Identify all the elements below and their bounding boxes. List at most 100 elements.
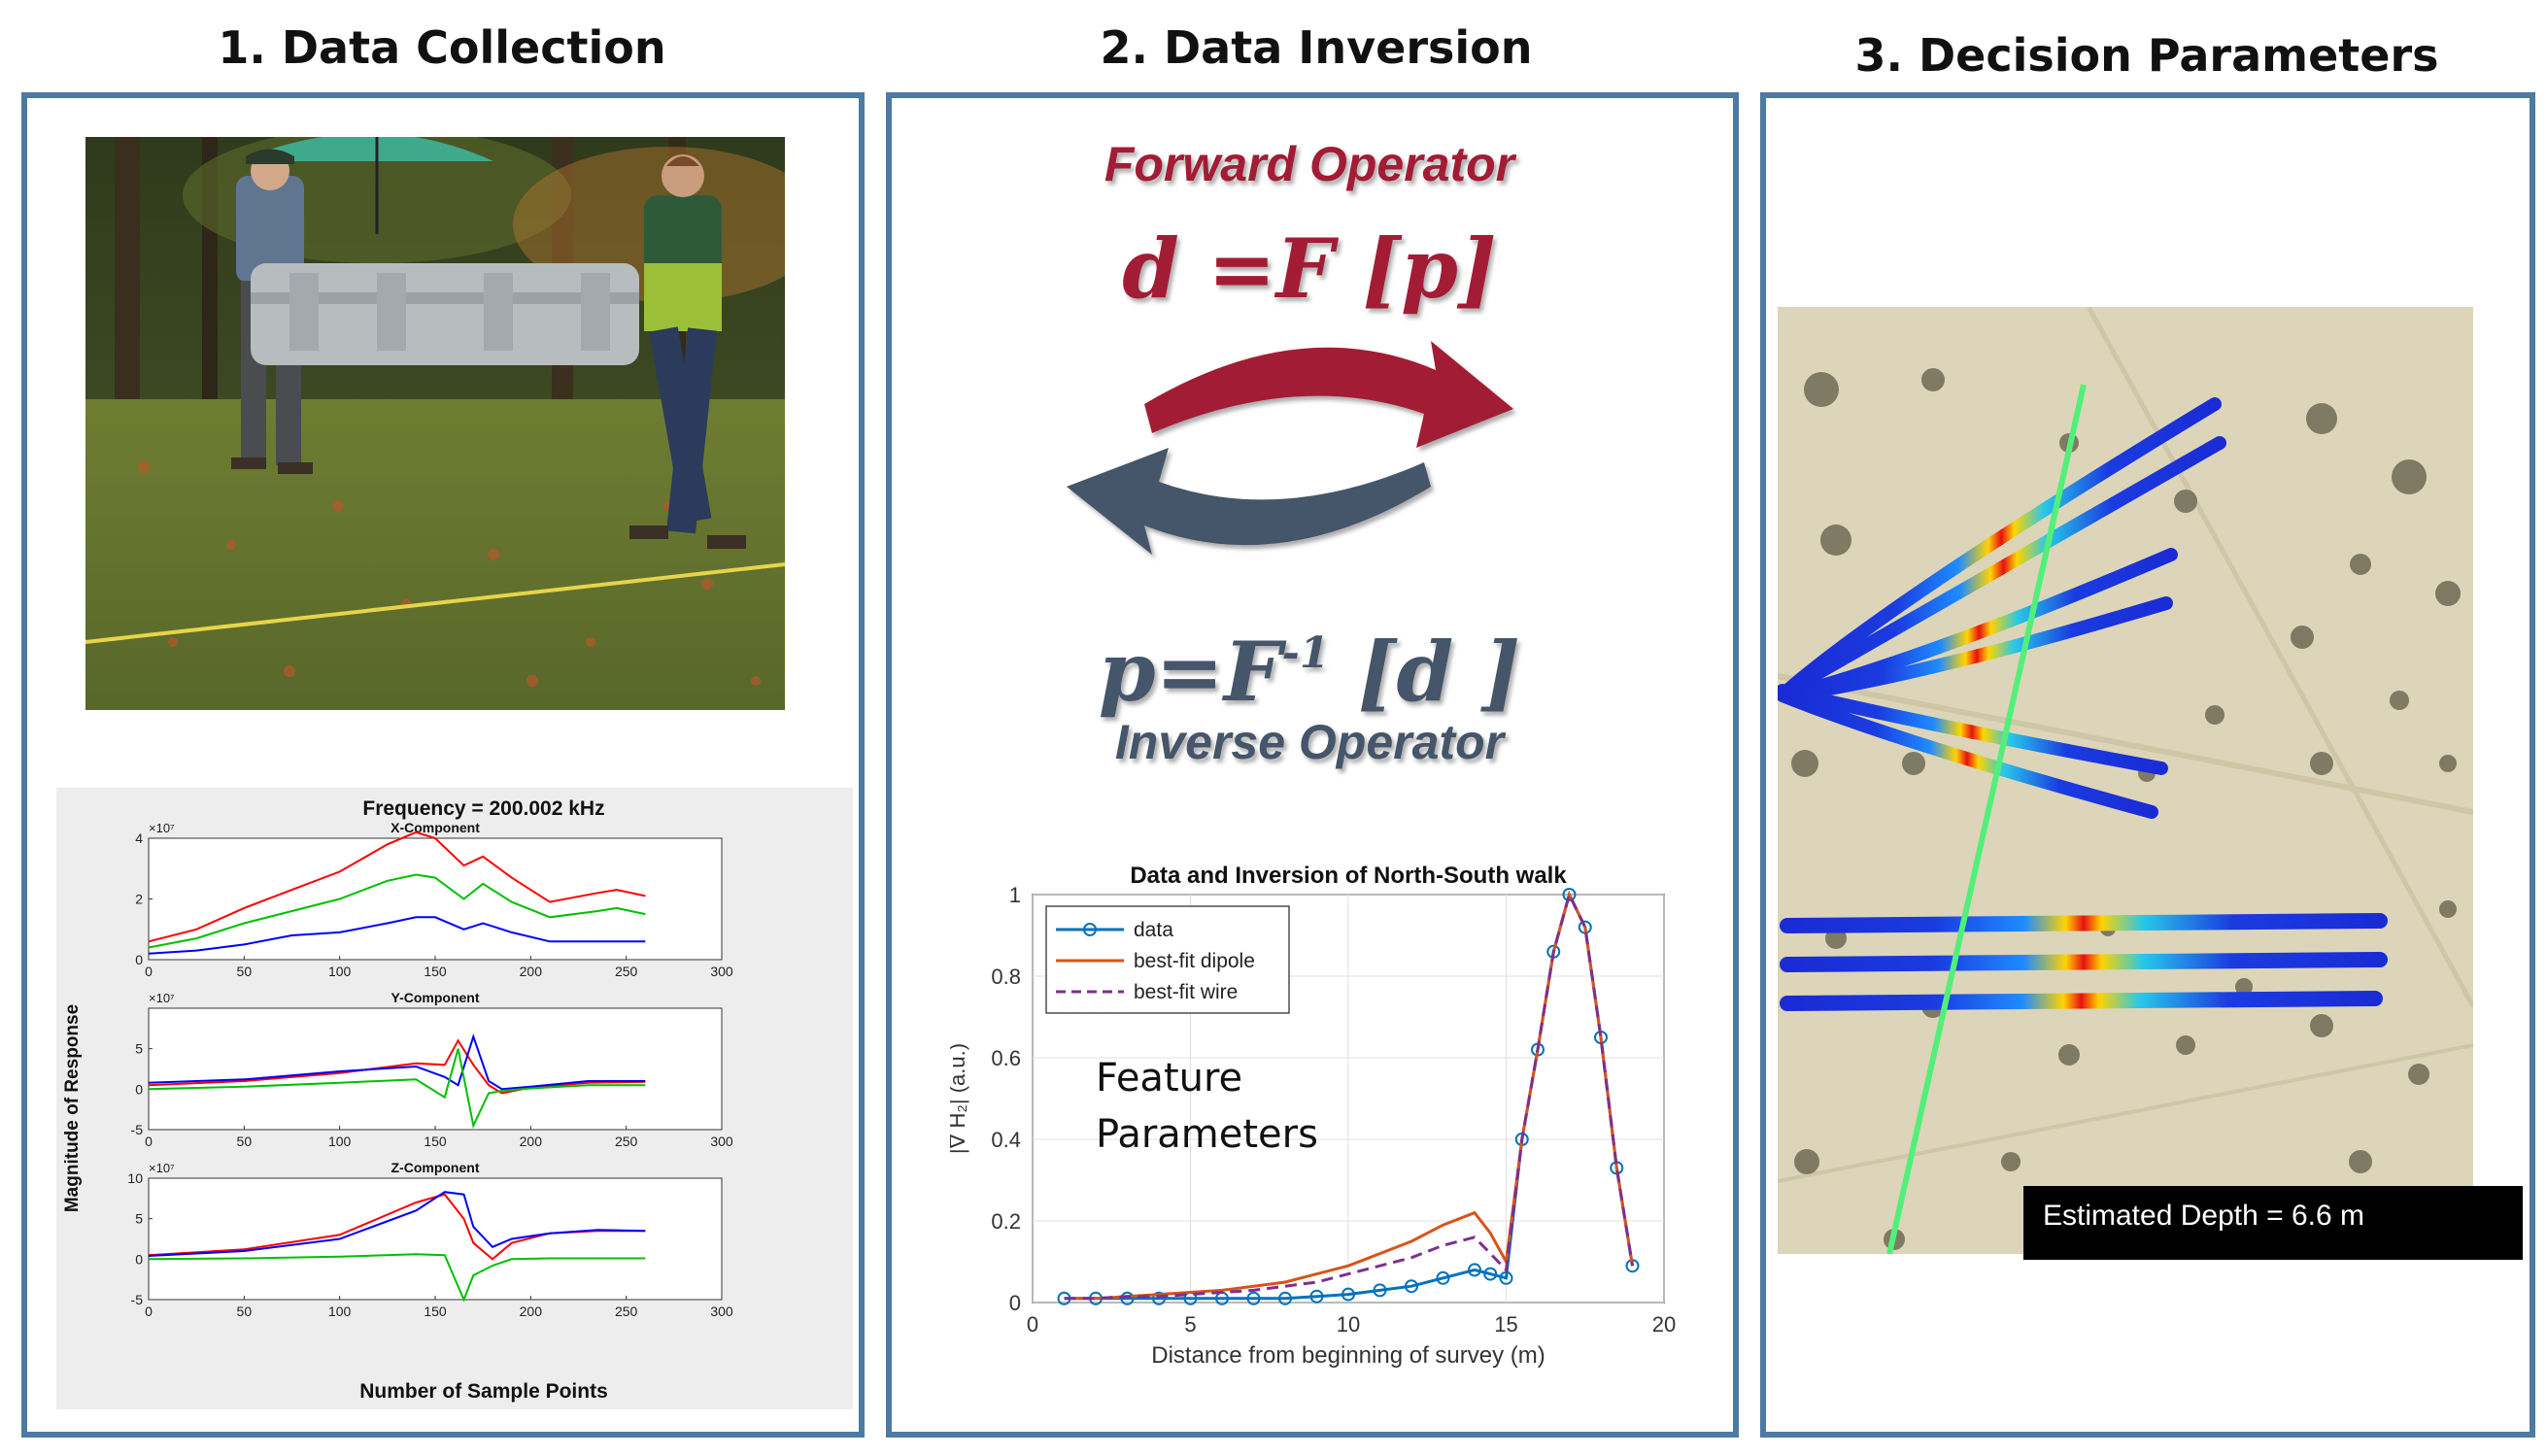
field-team-carrying-sensor-photo — [85, 137, 785, 710]
y-tick-label: 0 — [135, 952, 143, 967]
x-tick-label: 300 — [710, 1304, 733, 1319]
estimated-line-trace — [1886, 384, 2087, 1254]
inverse-operator-label: Inverse Operator — [1115, 715, 1507, 769]
x-tick-label: 250 — [615, 1134, 638, 1149]
legend-label: best-fit dipole — [1134, 950, 1255, 972]
y-tick-label: 0.8 — [991, 965, 1021, 989]
operator-diagram: Forward Operator d =F [p] p=F-1 [d ] Inv… — [1067, 137, 1520, 769]
data-collection-panel: Frequency = 200.002 kHz Magnitude of Res… — [21, 92, 865, 1438]
axis-exponent: ×10⁷ — [149, 821, 175, 835]
x-tick-label: 0 — [145, 964, 153, 979]
x-tick-label: 50 — [237, 964, 253, 979]
data-point — [1405, 1279, 1418, 1294]
series-line — [148, 1033, 646, 1091]
series-line — [148, 916, 646, 955]
inverse-arrow-icon — [1067, 448, 1431, 555]
data-point — [1341, 1287, 1355, 1302]
series-line — [148, 1191, 646, 1257]
y-tick-label: 2 — [135, 892, 143, 907]
series-line — [148, 830, 646, 943]
y-tick-label: 0 — [135, 1081, 143, 1097]
x-tick-label: 150 — [424, 964, 447, 979]
x-tick-label: 150 — [424, 1134, 447, 1149]
y-tick-label: 0.6 — [991, 1046, 1021, 1070]
x-tick-label: 50 — [237, 1134, 253, 1149]
legend-label: data — [1134, 919, 1173, 941]
x-tick-label: 300 — [710, 1134, 733, 1149]
feature-line-1: Feature — [1096, 1056, 1243, 1100]
x-tick-label: 50 — [237, 1304, 253, 1319]
y-tick-label: 1 — [1009, 883, 1021, 907]
x-tick-label: 200 — [520, 964, 543, 979]
y-tick-label: -5 — [131, 1122, 144, 1137]
feature-parameters-label: Feature Parameters — [1096, 1050, 1318, 1163]
y-tick-label: 0.2 — [991, 1209, 1021, 1234]
three-component-response-chart: Frequency = 200.002 kHz Magnitude of Res… — [56, 788, 853, 1409]
legend-label: best-fit wire — [1134, 981, 1238, 1003]
inversion-ylabel: |∇ H₂| (a.u.) — [950, 1043, 969, 1154]
data-point — [1499, 1270, 1513, 1285]
data-point — [1562, 888, 1577, 901]
inversion-xlabel: Distance from beginning of survey (m) — [1151, 1342, 1545, 1369]
x-tick-label: 300 — [710, 964, 733, 979]
data-point — [1278, 1291, 1292, 1305]
component-title: X-Component — [391, 820, 480, 835]
x-tick-label: 200 — [520, 1304, 543, 1319]
forward-operator-label: Forward Operator — [1104, 137, 1517, 191]
x-tick-label: 20 — [1652, 1312, 1676, 1337]
panel-title-inversion: 2. Data Inversion — [1100, 21, 1533, 74]
x-tick-label: 100 — [328, 964, 352, 979]
series-line — [148, 1038, 646, 1095]
y-tick-label: 0 — [135, 1251, 143, 1267]
data-point — [1120, 1291, 1135, 1305]
panel-title-decision: 3. Decision Parameters — [1854, 29, 2439, 82]
y-tick-label: 5 — [135, 1211, 143, 1227]
data-point — [1152, 1291, 1166, 1305]
aerial-survey-map — [1778, 307, 2473, 1254]
feature-line-2: Parameters — [1096, 1112, 1318, 1157]
inverse-equation: p=F-1 [d ] — [1099, 624, 1520, 720]
y-tick-label: 5 — [135, 1041, 143, 1057]
y-tick-label: 10 — [127, 1170, 143, 1186]
y-tick-label: -5 — [131, 1292, 144, 1307]
y-tick-label: 0.4 — [991, 1128, 1021, 1152]
sample-points-xlabel: Number of Sample Points — [359, 1380, 608, 1403]
panel-title-collection: 1. Data Collection — [218, 21, 666, 74]
legend-marker — [1083, 923, 1097, 936]
series-line — [148, 873, 646, 949]
component-title: Z-Component — [391, 1160, 480, 1175]
x-tick-label: 150 — [424, 1304, 447, 1319]
forward-arrow-icon — [1144, 341, 1513, 448]
series-line — [148, 1253, 646, 1303]
data-point — [1483, 1267, 1498, 1281]
forward-equation: d =F [p] — [1122, 220, 1496, 317]
inversion-chart-title: Data and Inversion of North-South walk — [1130, 863, 1567, 889]
x-tick-label: 200 — [520, 1134, 543, 1149]
x-tick-label: 0 — [145, 1304, 153, 1319]
data-inversion-panel: Forward Operator d =F [p] p=F-1 [d ] Inv… — [886, 92, 1739, 1438]
data-point — [1309, 1289, 1324, 1304]
estimated-depth-label: Estimated Depth = 6.6 m — [2023, 1186, 2523, 1260]
x-tick-label: 10 — [1337, 1312, 1360, 1337]
x-tick-label: 250 — [615, 964, 638, 979]
frequency-title: Frequency = 200.002 kHz — [362, 797, 604, 820]
decision-parameters-panel: Estimated Depth = 6.6 m — [1760, 92, 2535, 1438]
data-point — [1373, 1283, 1387, 1298]
plot-frame — [148, 837, 723, 961]
axis-exponent: ×10⁷ — [149, 1161, 175, 1175]
inversion-fit-chart: Data and Inversion of North-South walk 0 5… — [950, 856, 1708, 1400]
data-point — [1246, 1291, 1261, 1305]
series-line — [1064, 890, 1634, 1301]
x-tick-label: 100 — [328, 1134, 352, 1149]
x-tick-label: 250 — [615, 1304, 638, 1319]
x-tick-label: 0 — [1027, 1312, 1038, 1337]
data-point — [1436, 1270, 1450, 1285]
component-title: Y-Component — [391, 990, 480, 1005]
y-tick-label: 0 — [1009, 1291, 1021, 1315]
x-tick-label: 15 — [1494, 1312, 1517, 1337]
x-tick-label: 5 — [1184, 1312, 1196, 1337]
series-line — [148, 1048, 646, 1129]
x-tick-label: 100 — [328, 1304, 352, 1319]
plot-frame — [148, 1007, 723, 1131]
axis-exponent: ×10⁷ — [149, 991, 175, 1005]
